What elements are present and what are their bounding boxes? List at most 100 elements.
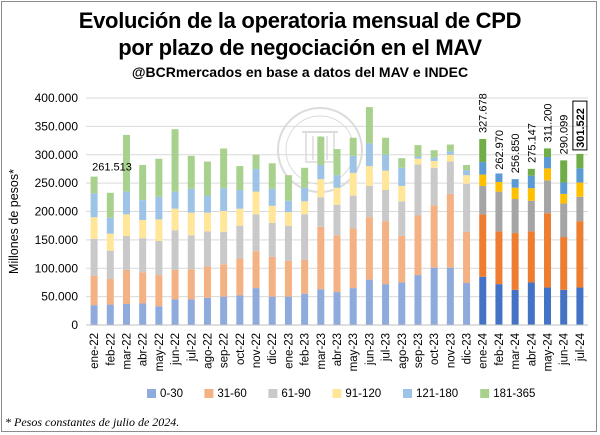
bar-segment	[317, 179, 325, 198]
bar-segment	[463, 164, 471, 171]
bar-segment	[544, 180, 552, 214]
legend-entry: 91-120	[345, 388, 381, 400]
bar-segment	[301, 259, 309, 294]
x-tick-label: ago-22	[202, 333, 214, 369]
bar-segment	[106, 192, 114, 218]
bar-segment	[365, 217, 373, 280]
y-axis-label: Millones de pesos*	[7, 169, 21, 274]
bar-segment	[527, 282, 535, 325]
bar-segment	[236, 208, 244, 226]
bar-segment	[365, 185, 373, 218]
legend-swatch	[480, 389, 490, 398]
y-tick-label: 0	[71, 318, 78, 332]
bar-segment	[382, 170, 390, 190]
bar-segment	[268, 222, 276, 257]
bar-segment	[203, 161, 211, 196]
total-label: 311.200	[543, 103, 555, 142]
bar-segment	[122, 214, 130, 236]
bar-segment	[398, 185, 406, 202]
total-label: 262.970	[494, 130, 506, 170]
bar-segment	[495, 284, 503, 325]
bar-segment	[544, 148, 552, 158]
bar-segment	[90, 217, 98, 239]
bar-segment	[171, 191, 179, 209]
x-tick-label: jul-24	[575, 332, 587, 362]
bar-segment	[317, 289, 325, 325]
bar-segment	[139, 238, 147, 273]
x-tick-label: jun-23	[364, 333, 376, 366]
bar-segment	[527, 175, 535, 189]
bar-segment	[446, 193, 454, 268]
bar-segment	[430, 267, 438, 325]
y-tick-label: 150.000	[35, 233, 79, 247]
bar-segment	[220, 148, 228, 189]
bar-segment	[139, 200, 147, 221]
bar-segment	[171, 299, 179, 325]
bar-segment	[252, 214, 260, 252]
bar-segment	[90, 176, 98, 194]
bar-segment	[414, 145, 422, 157]
bar-segment	[414, 275, 422, 325]
bar-segment	[220, 264, 228, 297]
bar-segment	[446, 151, 454, 155]
bar-segment	[527, 231, 535, 283]
bar-segment	[106, 250, 114, 280]
bar-segment	[414, 164, 422, 216]
x-tick-label: jun-24	[559, 332, 571, 366]
bar-segment	[284, 225, 292, 261]
x-tick-label: nov-23	[445, 333, 457, 368]
legend-swatch	[268, 389, 278, 398]
y-tick-label: 350.000	[35, 119, 79, 133]
bar-segment	[333, 187, 341, 205]
bar-segment	[560, 203, 568, 238]
x-tick-label: may-22	[154, 333, 166, 371]
y-tick-label: 400.000	[35, 91, 79, 105]
x-tick-label: dic-23	[462, 333, 474, 364]
bar-segment	[333, 235, 341, 293]
bar-segment	[430, 157, 438, 161]
bar-segment	[495, 191, 503, 232]
bar-segment	[90, 193, 98, 218]
x-tick-label: ene-22	[89, 333, 101, 369]
x-tick-label: dic-22	[267, 333, 279, 364]
bar-segment	[576, 221, 584, 288]
bar-segment	[122, 235, 130, 270]
bar-segment	[527, 168, 535, 176]
bar-segment	[479, 139, 487, 163]
x-tick-label: ago-23	[397, 333, 409, 369]
bar-segment	[365, 143, 373, 167]
bar-segment	[430, 160, 438, 168]
bar-segment	[349, 137, 357, 156]
bar-segment	[576, 196, 584, 222]
chart-title-line1: Evolución de la operatoria mensual de CP…	[78, 8, 522, 33]
bar-segment	[382, 137, 390, 155]
bar-segment	[560, 160, 568, 183]
bar-segment	[414, 158, 422, 165]
bar-segment	[139, 272, 147, 304]
bar-segment	[236, 225, 244, 259]
bar-segment	[252, 154, 260, 169]
bar-segment	[122, 304, 130, 325]
x-tick-label: feb-23	[300, 333, 312, 366]
bar-segment	[398, 167, 406, 186]
bar-segment	[106, 233, 114, 251]
bar-segment	[268, 256, 276, 297]
legend-entry: 61-90	[281, 388, 310, 400]
total-label: 275.147	[526, 123, 538, 163]
bar-segment	[106, 279, 114, 305]
bar-segment	[495, 173, 503, 182]
bar-segment	[139, 303, 147, 325]
x-tick-label: mar-24	[510, 332, 522, 369]
bar-segment	[122, 134, 130, 192]
bar-segment	[527, 188, 535, 201]
x-tick-label: may-24	[543, 332, 555, 371]
bar-segment	[430, 150, 438, 158]
chart-title-line2: por plazo de negociación en el MAV	[118, 35, 482, 60]
bar-segment	[301, 201, 309, 215]
bar-segment	[252, 168, 260, 192]
bar-segment	[430, 167, 438, 206]
bar-segment	[576, 153, 584, 169]
bar-segment	[236, 189, 244, 209]
bar-segment	[511, 233, 519, 290]
